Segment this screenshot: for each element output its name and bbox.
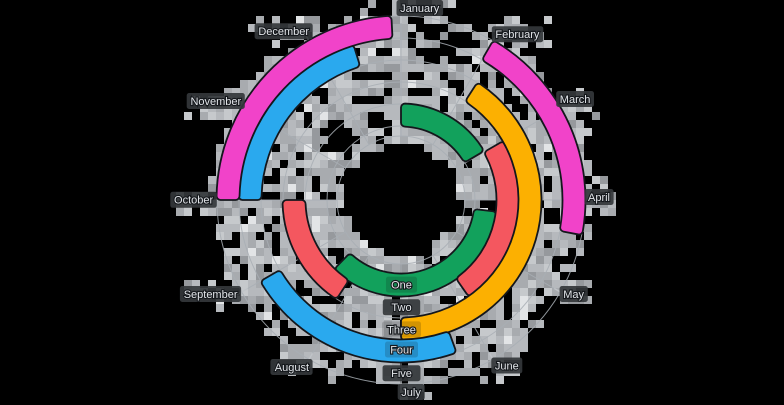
svg-text:January: January — [400, 3, 440, 15]
svg-text:July: July — [401, 387, 421, 399]
svg-text:August: August — [275, 362, 309, 374]
svg-text:Two: Two — [391, 302, 411, 314]
svg-text:Five: Five — [391, 368, 412, 380]
svg-text:June: June — [495, 360, 519, 372]
svg-text:February: February — [495, 29, 540, 41]
svg-text:December: December — [258, 26, 309, 38]
svg-text:March: March — [560, 94, 591, 106]
svg-text:One: One — [391, 280, 412, 292]
svg-text:October: October — [174, 195, 213, 207]
svg-text:September: September — [184, 289, 238, 301]
svg-text:Four: Four — [390, 344, 413, 356]
svg-text:May: May — [563, 289, 584, 301]
svg-text:November: November — [190, 96, 241, 108]
svg-text:Three: Three — [387, 324, 416, 336]
svg-text:April: April — [588, 192, 610, 204]
